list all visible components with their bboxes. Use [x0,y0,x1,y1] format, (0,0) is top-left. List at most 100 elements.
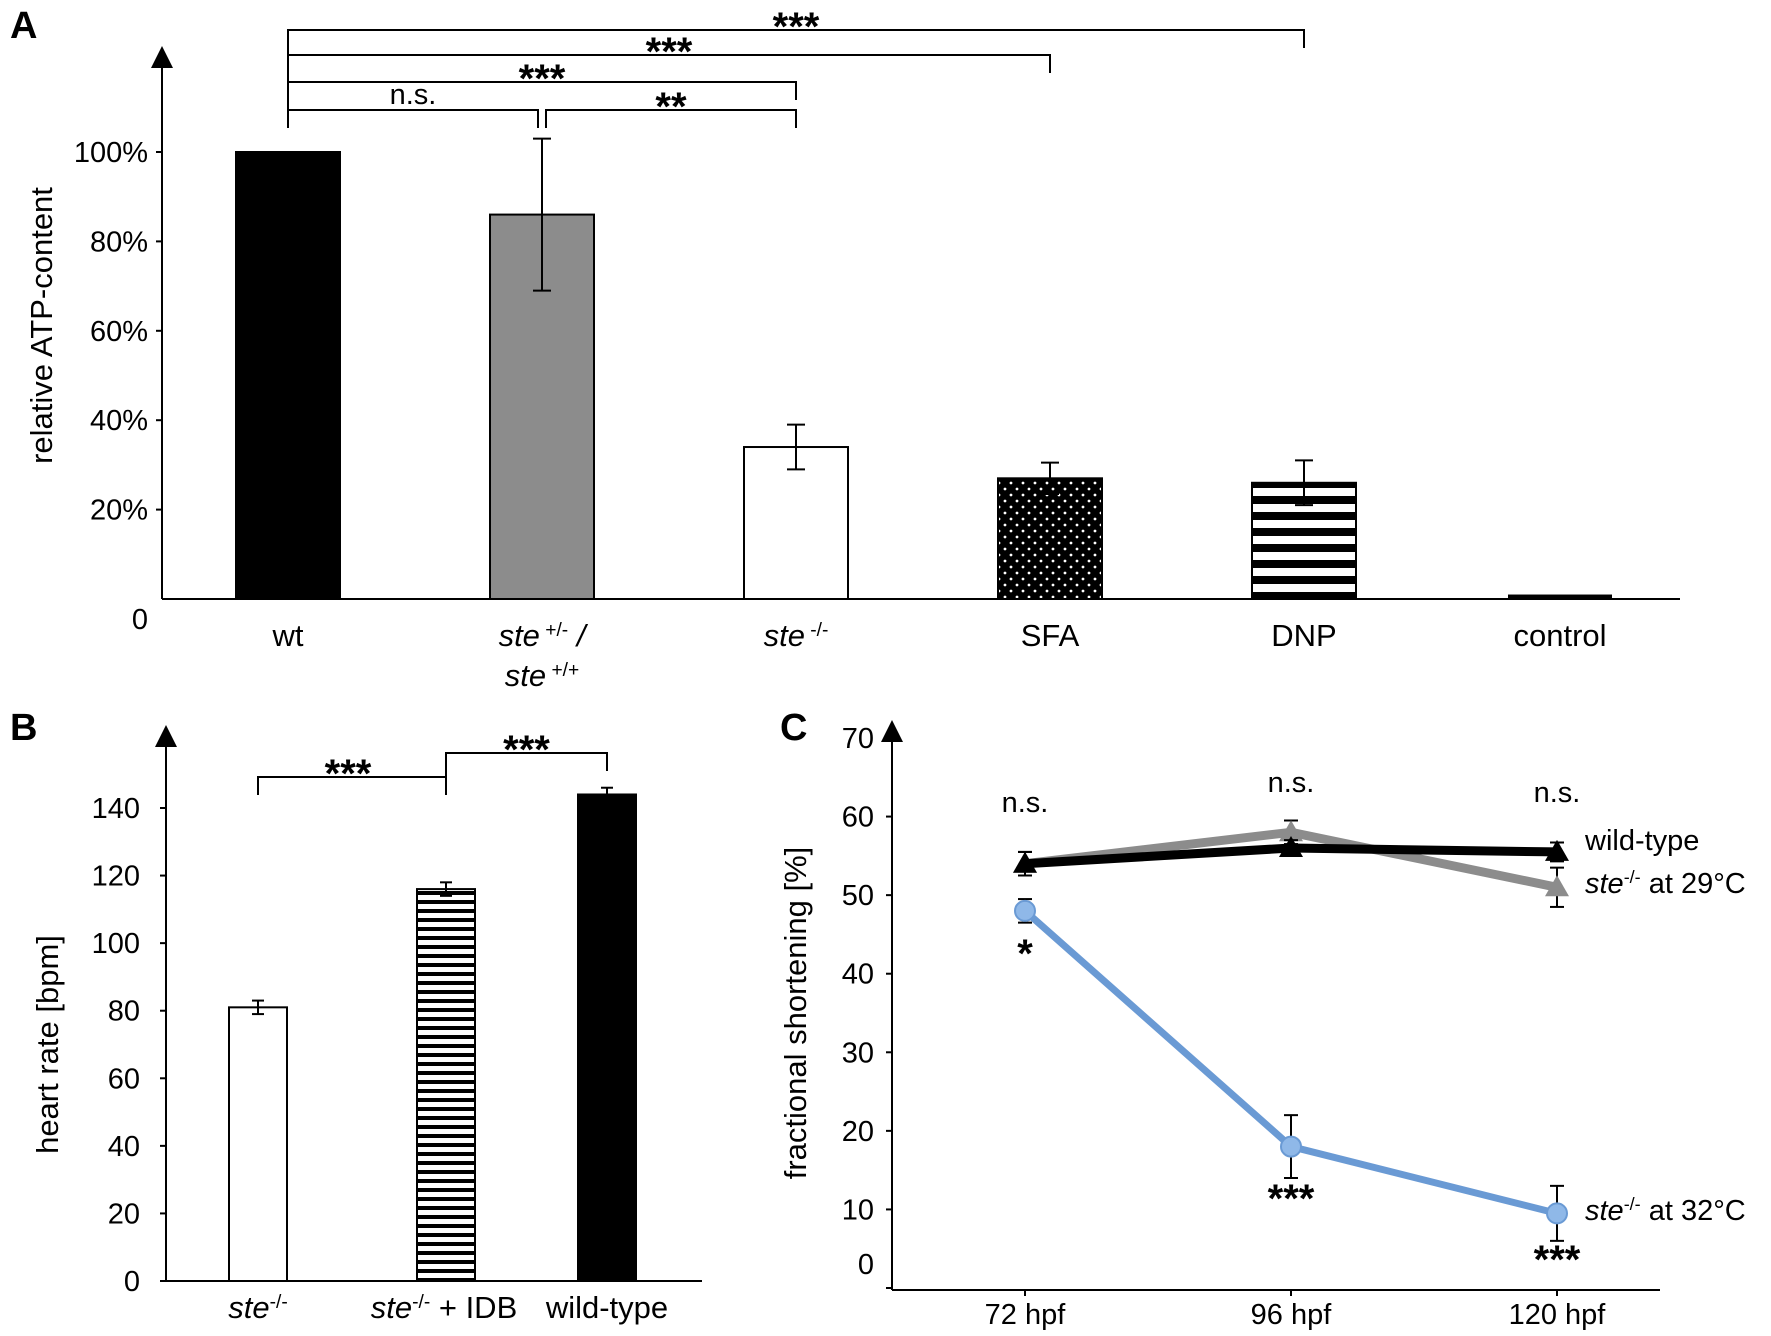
y-tick-label: 40% [90,405,148,437]
y-axis-arrow [155,725,177,747]
data-point [1545,839,1569,861]
category-label: ste +/- / [499,618,589,653]
category-label-part: control [1513,618,1606,653]
y-tick-label: 10 [842,1194,874,1226]
significance-bracket [545,109,797,128]
data-point [1545,875,1569,897]
bar [416,888,476,1282]
category-label-part: ste [371,1290,412,1325]
category-label-part: wt [272,618,304,653]
significance-label: *** [503,728,550,772]
bar [1508,594,1612,599]
y-axis-title: heart rate [bpm] [30,935,65,1154]
category-label-part: ste [764,618,805,653]
significance-bracket [445,752,608,777]
y-tick-label: 20 [842,1116,874,1148]
category-label-part: wild-type [545,1290,668,1325]
y-tick-label: 40 [842,959,874,991]
category-label: SFA [1021,618,1080,653]
category-label: ste-/- + IDB [371,1290,518,1325]
significance-label: n.s. [1268,767,1315,799]
y-tick-label: 120 [92,861,140,893]
y-tick-label: 0 [124,1266,140,1298]
series-label-part: -/- [1624,1194,1641,1214]
series-label-part: -/- [1624,867,1641,887]
significance-label: *** [646,30,693,74]
significance-label: *** [325,752,372,796]
y-axis-title: fractional shortening [%] [778,847,813,1180]
x-tick-label: 96 hpf [1251,1299,1333,1331]
significance-bracket [287,109,539,128]
data-point [1546,1202,1568,1225]
category-label-part: +/- [540,620,568,641]
panel-label-b: B [10,707,37,749]
y-axis-arrow [151,46,173,68]
data-point [1279,820,1303,842]
y-axis-arrow [881,720,903,742]
category-label: wild-type [545,1290,668,1325]
bar [1251,481,1357,600]
panel-label-c: C [780,707,807,749]
significance-label: n.s. [1002,787,1049,819]
significance-label: n.s. [390,79,437,111]
y-tick-label: 30 [842,1037,874,1069]
significance-label: *** [1268,1177,1315,1221]
series-label-part: ste [1585,1195,1624,1227]
panel-label-a: A [10,5,37,47]
bar [743,446,849,600]
category-label: ste-/- [228,1290,287,1325]
significance-label: *** [773,5,820,49]
category-label: DNP [1271,618,1336,653]
series-label-part: wild-type [1584,825,1699,857]
y-tick-label: 100% [74,137,148,169]
y-tick-label: 20% [90,495,148,527]
category-label-part: +/+ [546,660,579,681]
category-label-part: ste [228,1290,269,1325]
category-label: ste -/- [764,618,829,653]
x-tick-label: 120 hpf [1509,1299,1607,1331]
bar [577,793,637,1282]
y-tick-label: 60% [90,316,148,348]
y-tick-label: 20 [108,1198,140,1230]
series-label-part: at 32°C [1641,1195,1746,1227]
series-label: wild-type [1584,825,1699,857]
category-label-part: ste [505,658,546,693]
bar [228,1006,288,1282]
category-label-part: ste [499,618,540,653]
significance-label: *** [519,57,566,101]
category-label-part: / [568,618,589,653]
category-label-part: DNP [1271,618,1336,653]
data-point [1279,836,1303,857]
y-tick-label: 100 [92,928,140,960]
y-tick-label: 80 [108,996,140,1028]
bar [235,151,341,600]
y-tick-label: 140 [92,793,140,825]
significance-label: *** [1534,1238,1581,1282]
chart-panel-c: 0 10 20 30 40 50 60 70 fractional shortening [%]… [778,720,1746,1331]
y-tick-label: 70 [842,723,874,755]
y-tick-label: 60 [108,1063,140,1095]
data-point [1013,851,1037,873]
category-label: control [1513,618,1606,653]
series-label-part: ste [1585,868,1624,900]
significance-label: ** [655,85,687,129]
bar [997,477,1103,600]
y-tick-label: 50 [842,880,874,912]
significance-label: * [1017,932,1033,976]
chart-panel-a: 0 20% 40% 60% 80% 100% relative ATP-content wt s… [24,5,1680,693]
category-label-part: -/- [270,1292,288,1313]
significance-label: n.s. [1534,777,1581,809]
y-tick-label: 0 [858,1249,874,1281]
y-tick-label: 0 [132,604,148,636]
category-label: ste +/+ [505,658,579,693]
category-label-part: -/- [805,620,828,641]
y-tick-label: 60 [842,802,874,834]
y-tick-label: 80% [90,226,148,258]
data-point [1280,1135,1302,1158]
category-label-part: + IDB [430,1290,517,1325]
series-label-part: at 29°C [1641,868,1746,900]
series-label: ste-/- at 32°C [1585,1194,1746,1227]
significance-bracket [257,776,447,795]
